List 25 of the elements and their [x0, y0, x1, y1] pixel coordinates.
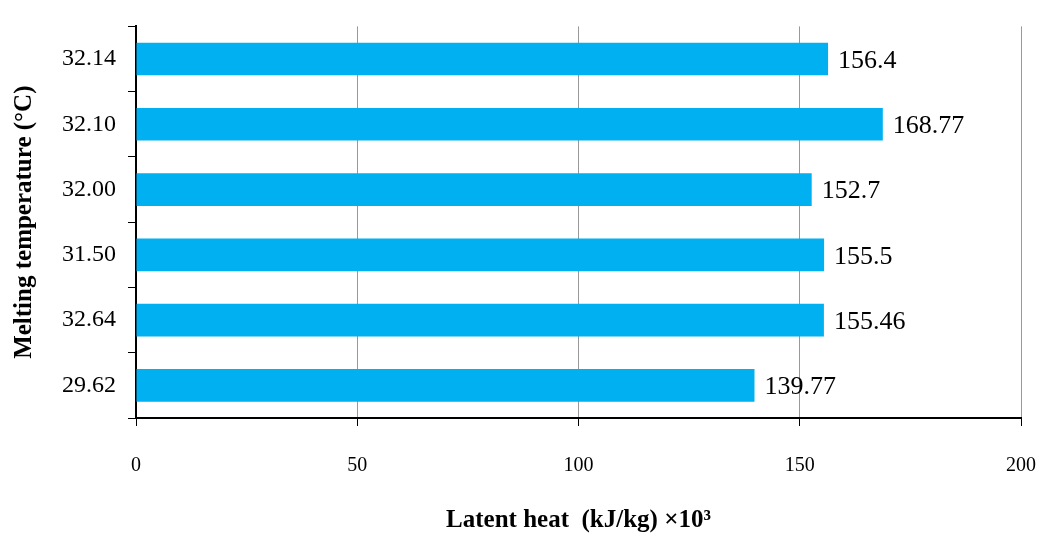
x-tick-label: 200: [1006, 453, 1036, 476]
bar: [136, 173, 812, 206]
bar: [136, 369, 755, 402]
data-label: 139.77: [764, 371, 836, 401]
y-tick-label: 32.00: [62, 174, 116, 201]
data-label: 168.77: [892, 110, 965, 140]
x-tick-label: 150: [784, 453, 815, 476]
x-tick-label: 50: [347, 453, 368, 476]
bar: [136, 107, 883, 141]
data-label: 152.7: [821, 175, 881, 205]
data-label: 155.46: [833, 305, 906, 335]
y-tick-label: 32.10: [62, 109, 116, 136]
y-axis-title: Melting temperature (°C): [9, 85, 38, 359]
x-axis-title: Latent heat (kJ/kg) ×10³: [446, 505, 711, 534]
x-tick-label: 100: [563, 453, 594, 476]
bar: [136, 238, 825, 272]
y-tick-label: 32.64: [62, 305, 116, 332]
y-tick-label: 31.50: [62, 240, 116, 267]
bar: [136, 303, 824, 337]
y-tick-label: 29.62: [62, 370, 116, 397]
data-label: 155.5: [834, 240, 893, 270]
data-label: 156.4: [838, 44, 897, 74]
y-tick-label: 32.14: [62, 44, 116, 71]
x-tick-label: 0: [131, 453, 141, 476]
bar: [136, 42, 829, 76]
